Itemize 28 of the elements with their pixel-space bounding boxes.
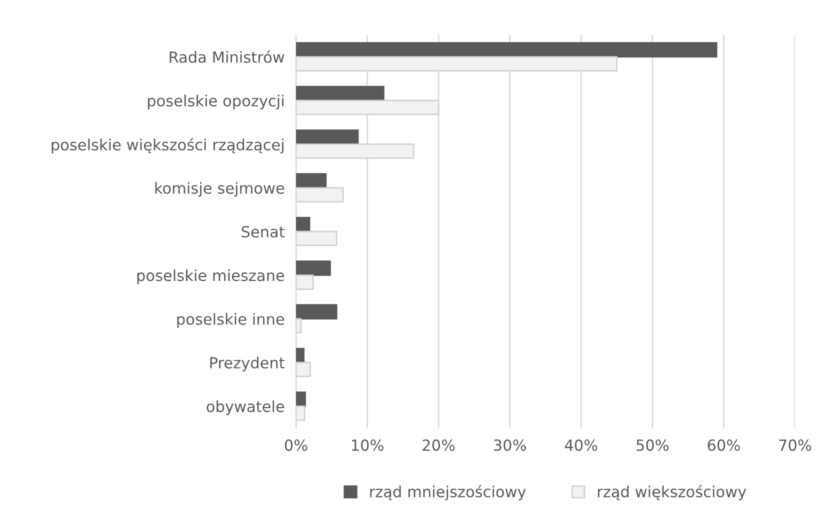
legend-label: rząd mniejszościowy bbox=[370, 484, 526, 500]
bar bbox=[296, 173, 327, 189]
y-tick-label: obywatele bbox=[206, 400, 284, 416]
x-tick-label: 30% bbox=[494, 439, 526, 451]
x-tick-label: 60% bbox=[708, 439, 740, 451]
bar bbox=[296, 348, 305, 364]
x-tick-label: 50% bbox=[636, 439, 669, 451]
bar bbox=[296, 130, 359, 145]
y-tick-label: poselskie opozycji bbox=[148, 94, 284, 110]
x-tick-label: 20% bbox=[422, 439, 455, 451]
y-tick-label: komisje sejmowe bbox=[155, 182, 284, 197]
y-tick-label: Senat bbox=[242, 226, 285, 238]
legend-label: rząd większościowy bbox=[598, 484, 746, 500]
y-tick-label: poselskie inne bbox=[177, 313, 284, 328]
y-tick-label: Prezydent bbox=[210, 356, 285, 372]
bar bbox=[296, 392, 306, 407]
bar bbox=[296, 260, 331, 276]
y-tick-label: Rada Ministrów bbox=[170, 50, 284, 63]
bar bbox=[296, 216, 310, 232]
y-tick-label: poselskie mieszane bbox=[137, 269, 284, 284]
x-tick-label: 40% bbox=[564, 439, 598, 451]
x-tick-label: 10% bbox=[352, 439, 384, 451]
y-tick-label: poselskie większości rządzącej bbox=[52, 138, 284, 154]
bar bbox=[296, 304, 338, 320]
x-tick-label: 0% bbox=[284, 439, 308, 451]
bar bbox=[296, 86, 384, 102]
bar bbox=[296, 42, 718, 58]
x-tick-label: 70% bbox=[779, 439, 812, 451]
